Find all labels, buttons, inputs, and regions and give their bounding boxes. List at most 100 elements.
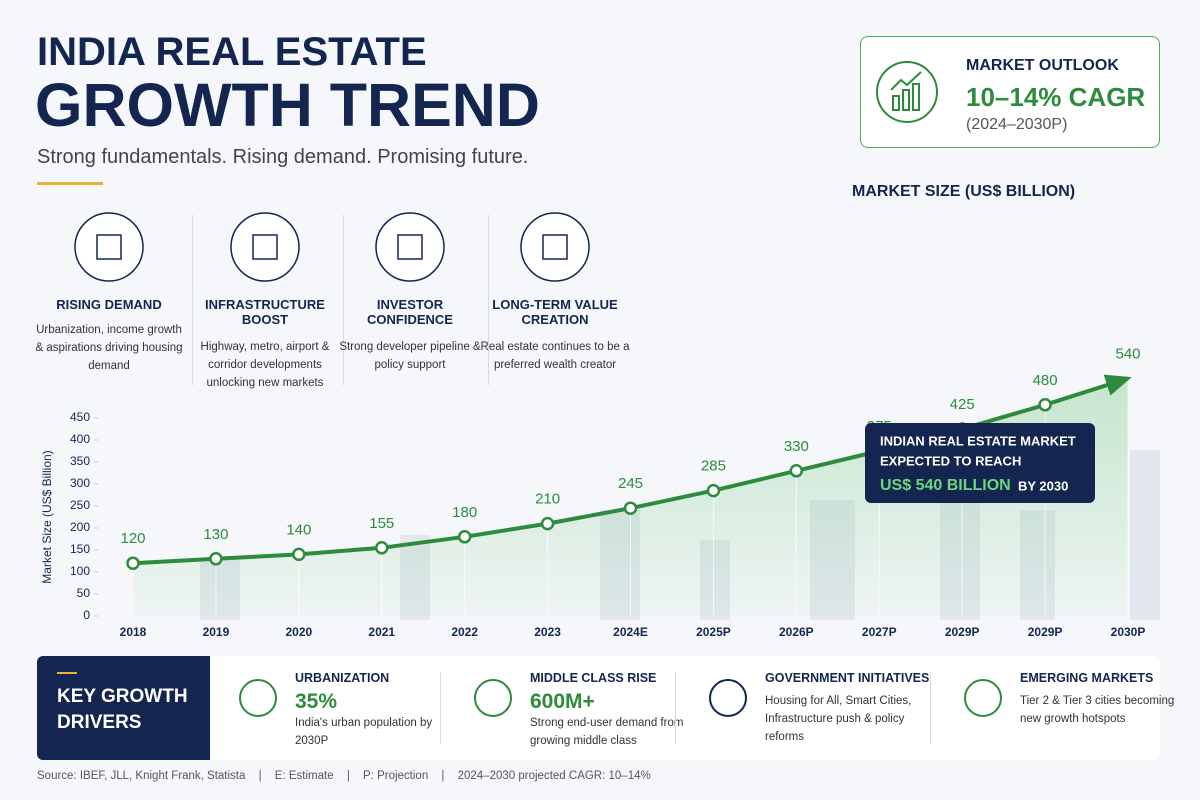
point — [1038, 398, 1052, 412]
value-label: 245 — [618, 475, 643, 492]
footer-note: P: Projection — [363, 770, 429, 782]
driver-text: Tier 2 & Tier 3 cities becoming new grow… — [1020, 695, 1175, 725]
x-tick-label: 2024E — [613, 625, 648, 639]
outlook-label: MARKET OUTLOOK — [966, 57, 1119, 74]
value-label: 540 — [1115, 345, 1140, 362]
callout-text: BY 2030 — [1018, 478, 1068, 493]
x-tick-label: 2027P — [862, 625, 897, 639]
point — [292, 547, 306, 562]
accent-line — [37, 182, 103, 185]
callout-text: EXPECTED TO REACH — [880, 453, 1021, 468]
icon-glyph — [474, 679, 512, 717]
x-tick-label: 2030P — [1111, 625, 1146, 639]
subtitle: Strong fundamentals. Rising demand. Prom… — [37, 146, 529, 168]
y-tick-label: 150 — [70, 542, 90, 556]
divider — [192, 215, 193, 385]
chart-title: MARKET SIZE (US$ BILLION) — [852, 183, 1075, 200]
feature-icon — [520, 212, 590, 282]
y-tick-label: 400 — [70, 432, 90, 446]
point — [209, 552, 223, 566]
driver-text: India's urban population by 2030P — [295, 717, 433, 747]
x-tick-label: 2023 — [534, 625, 561, 639]
y-tick-label: 0 — [83, 608, 90, 622]
drivers-panel — [37, 656, 1160, 760]
x-tick-label: 2029P — [945, 625, 980, 639]
driver-title: GOVERNMENT INITIATIVES — [765, 671, 930, 685]
icon-glyph — [542, 234, 568, 260]
x-tick-label: 2018 — [120, 625, 147, 639]
icon-ring — [520, 212, 590, 282]
arrow-head — [1103, 374, 1132, 396]
y-tick-label: 450 — [70, 410, 90, 424]
value-label: 180 — [452, 504, 477, 521]
value-label: 330 — [784, 438, 809, 455]
feature-title: RISING DEMAND — [56, 297, 162, 312]
driver-icon — [474, 679, 512, 717]
callout-highlight: US$ 540 BILLION — [880, 477, 1011, 494]
y-tick-label: 300 — [70, 476, 90, 490]
driver-stat: 35% — [295, 690, 338, 713]
y-tick-label: 200 — [70, 520, 90, 534]
driver-title: URBANIZATION — [295, 671, 390, 685]
title: INDIA REAL ESTATE — [37, 30, 427, 74]
y-tick-label: 250 — [70, 498, 90, 512]
footer: Source: IBEF, JLL, Knight Frank, Statist… — [37, 770, 651, 782]
driver-text: Strong end-user demand from growing midd… — [530, 717, 684, 747]
y-axis-label: Market Size (US$ Billion) — [40, 450, 54, 583]
value-label: 130 — [203, 526, 228, 543]
footer-note: 2024–2030 projected CAGR: 10–14% — [457, 770, 651, 782]
value-label: 480 — [1033, 372, 1058, 389]
icon-ring — [74, 212, 144, 282]
outlook-icon — [876, 61, 938, 123]
icon-glyph — [252, 234, 278, 260]
y-tick-label: 50 — [77, 586, 91, 600]
callout-box — [865, 423, 1095, 503]
divider — [675, 672, 676, 744]
x-tick-label: 2019 — [203, 625, 230, 639]
feature-title: INFRASTRUCTURE BOOST — [205, 297, 325, 327]
driver-icon — [709, 679, 747, 717]
icon-glyph — [239, 679, 277, 717]
value-label: 285 — [701, 458, 726, 475]
title: GROWTH TREND — [35, 71, 540, 139]
driver-stat: 600M+ — [530, 690, 595, 713]
footer-note: E: Estimate — [274, 770, 334, 782]
driver-text: Housing for All, Smart Cities, Infrastru… — [765, 695, 912, 743]
x-tick-label: 2026P — [779, 625, 814, 639]
divider — [342, 215, 344, 385]
driver-icon — [964, 679, 1002, 717]
icon-glyph — [397, 234, 423, 260]
outlook-period: (2024–2030P) — [966, 116, 1068, 133]
feature-title: LONG-TERM VALUE CREATION — [492, 297, 618, 327]
feature-text: Real estate continues to be a preferred … — [480, 341, 630, 371]
point — [457, 530, 472, 544]
divider — [930, 672, 931, 744]
callout-text: INDIAN REAL ESTATE MARKET — [880, 433, 1076, 448]
point — [375, 541, 389, 555]
driver-icon — [239, 679, 277, 717]
footer-source: Source: IBEF, JLL, Knight Frank, Statist… — [37, 770, 246, 782]
feature-icon — [230, 212, 300, 282]
x-tick-label: 2029P — [1028, 625, 1063, 639]
driver-title: MIDDLE CLASS RISE — [530, 671, 657, 685]
value-label: 155 — [369, 515, 394, 532]
point — [540, 516, 555, 531]
value-label: 210 — [535, 491, 560, 508]
point — [789, 464, 804, 478]
value-label: 425 — [950, 396, 975, 413]
accent-line — [57, 672, 77, 674]
icon-glyph — [96, 234, 122, 260]
point — [706, 483, 721, 498]
y-tick-label: 100 — [70, 564, 90, 578]
feature-text: Urbanization, income growth & aspiration… — [35, 324, 183, 372]
feature-icon — [74, 212, 144, 282]
point — [126, 556, 140, 570]
value-label: 140 — [286, 521, 311, 538]
driver-title: EMERGING MARKETS — [1020, 671, 1154, 685]
x-tick-label: 2022 — [451, 625, 478, 639]
outlook-value: 10–14% CAGR — [966, 82, 1146, 112]
icon-ring — [375, 212, 445, 282]
x-tick-label: 2025P — [696, 625, 731, 639]
y-tick-label: 350 — [70, 454, 90, 468]
